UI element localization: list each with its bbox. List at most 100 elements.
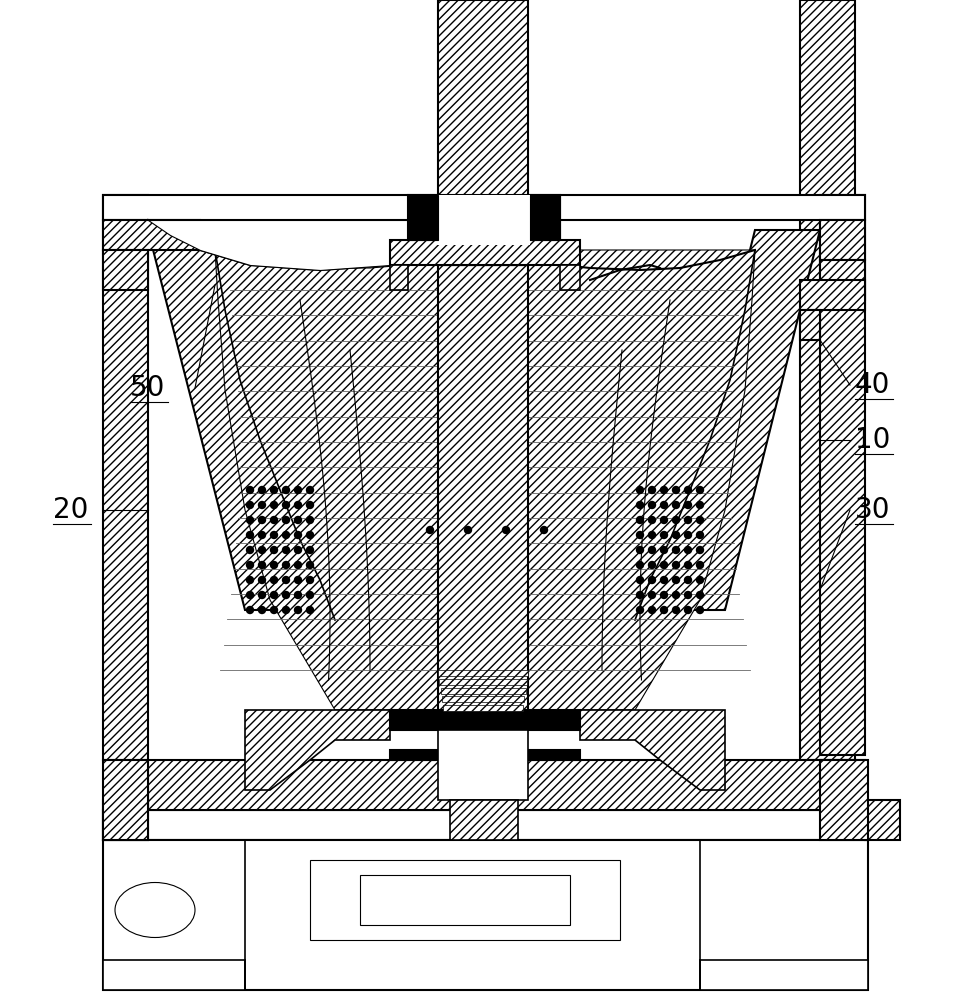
Circle shape bbox=[247, 487, 253, 493]
Circle shape bbox=[696, 532, 704, 538]
Circle shape bbox=[696, 562, 704, 568]
Circle shape bbox=[649, 591, 655, 598]
PathPatch shape bbox=[800, 0, 855, 760]
Circle shape bbox=[649, 532, 655, 538]
Circle shape bbox=[258, 502, 265, 508]
PathPatch shape bbox=[310, 860, 620, 940]
Circle shape bbox=[271, 487, 278, 493]
PathPatch shape bbox=[530, 195, 560, 240]
PathPatch shape bbox=[390, 240, 580, 265]
PathPatch shape bbox=[660, 230, 820, 610]
Circle shape bbox=[637, 532, 644, 538]
PathPatch shape bbox=[215, 250, 438, 710]
Circle shape bbox=[660, 562, 667, 568]
PathPatch shape bbox=[450, 800, 518, 840]
Circle shape bbox=[283, 532, 289, 538]
Circle shape bbox=[294, 591, 302, 598]
PathPatch shape bbox=[560, 265, 580, 290]
PathPatch shape bbox=[103, 840, 868, 990]
PathPatch shape bbox=[865, 800, 900, 840]
Circle shape bbox=[637, 516, 644, 524]
PathPatch shape bbox=[700, 960, 868, 990]
Circle shape bbox=[696, 606, 704, 613]
Circle shape bbox=[247, 532, 253, 538]
Circle shape bbox=[649, 606, 655, 613]
PathPatch shape bbox=[436, 195, 530, 245]
Circle shape bbox=[271, 562, 278, 568]
PathPatch shape bbox=[438, 670, 528, 676]
Circle shape bbox=[283, 591, 289, 598]
Circle shape bbox=[685, 546, 691, 554]
Circle shape bbox=[660, 546, 667, 554]
Circle shape bbox=[271, 576, 278, 584]
Circle shape bbox=[696, 576, 704, 584]
Circle shape bbox=[660, 591, 667, 598]
PathPatch shape bbox=[408, 195, 560, 240]
PathPatch shape bbox=[442, 696, 524, 702]
Circle shape bbox=[307, 516, 314, 524]
Ellipse shape bbox=[115, 882, 195, 938]
Circle shape bbox=[258, 591, 265, 598]
Circle shape bbox=[649, 562, 655, 568]
PathPatch shape bbox=[103, 810, 865, 840]
PathPatch shape bbox=[820, 260, 865, 300]
Circle shape bbox=[307, 606, 314, 613]
Circle shape bbox=[258, 487, 265, 493]
Circle shape bbox=[294, 546, 302, 554]
PathPatch shape bbox=[103, 960, 245, 990]
Circle shape bbox=[307, 546, 314, 554]
Circle shape bbox=[307, 502, 314, 508]
Circle shape bbox=[660, 516, 667, 524]
PathPatch shape bbox=[438, 0, 528, 200]
Circle shape bbox=[696, 591, 704, 598]
PathPatch shape bbox=[390, 265, 408, 290]
Circle shape bbox=[660, 502, 667, 508]
Circle shape bbox=[696, 502, 704, 508]
Circle shape bbox=[649, 516, 655, 524]
Circle shape bbox=[541, 526, 548, 534]
Circle shape bbox=[258, 516, 265, 524]
Circle shape bbox=[247, 502, 253, 508]
Text: 10: 10 bbox=[855, 426, 890, 454]
PathPatch shape bbox=[443, 705, 523, 711]
Text: 50: 50 bbox=[130, 374, 165, 402]
Circle shape bbox=[637, 576, 644, 584]
Circle shape bbox=[247, 546, 253, 554]
Circle shape bbox=[258, 576, 265, 584]
Circle shape bbox=[283, 606, 289, 613]
Circle shape bbox=[283, 502, 289, 508]
Circle shape bbox=[685, 532, 691, 538]
Circle shape bbox=[673, 591, 680, 598]
Circle shape bbox=[294, 562, 302, 568]
Circle shape bbox=[283, 546, 289, 554]
PathPatch shape bbox=[580, 710, 725, 790]
PathPatch shape bbox=[148, 230, 310, 610]
PathPatch shape bbox=[820, 220, 865, 260]
PathPatch shape bbox=[103, 195, 148, 760]
Circle shape bbox=[696, 546, 704, 554]
Circle shape bbox=[294, 532, 302, 538]
Circle shape bbox=[258, 562, 265, 568]
Circle shape bbox=[685, 591, 691, 598]
Circle shape bbox=[673, 516, 680, 524]
Circle shape bbox=[271, 606, 278, 613]
Circle shape bbox=[673, 576, 680, 584]
Circle shape bbox=[637, 546, 644, 554]
PathPatch shape bbox=[103, 800, 148, 840]
Circle shape bbox=[247, 591, 253, 598]
Circle shape bbox=[685, 606, 691, 613]
Circle shape bbox=[307, 562, 314, 568]
PathPatch shape bbox=[245, 710, 390, 790]
PathPatch shape bbox=[800, 280, 865, 310]
Circle shape bbox=[649, 546, 655, 554]
Circle shape bbox=[685, 516, 691, 524]
Circle shape bbox=[294, 487, 302, 493]
Circle shape bbox=[271, 516, 278, 524]
PathPatch shape bbox=[820, 760, 868, 840]
Circle shape bbox=[503, 526, 510, 534]
Circle shape bbox=[685, 562, 691, 568]
Circle shape bbox=[673, 562, 680, 568]
Circle shape bbox=[673, 546, 680, 554]
PathPatch shape bbox=[528, 250, 755, 710]
Circle shape bbox=[637, 562, 644, 568]
